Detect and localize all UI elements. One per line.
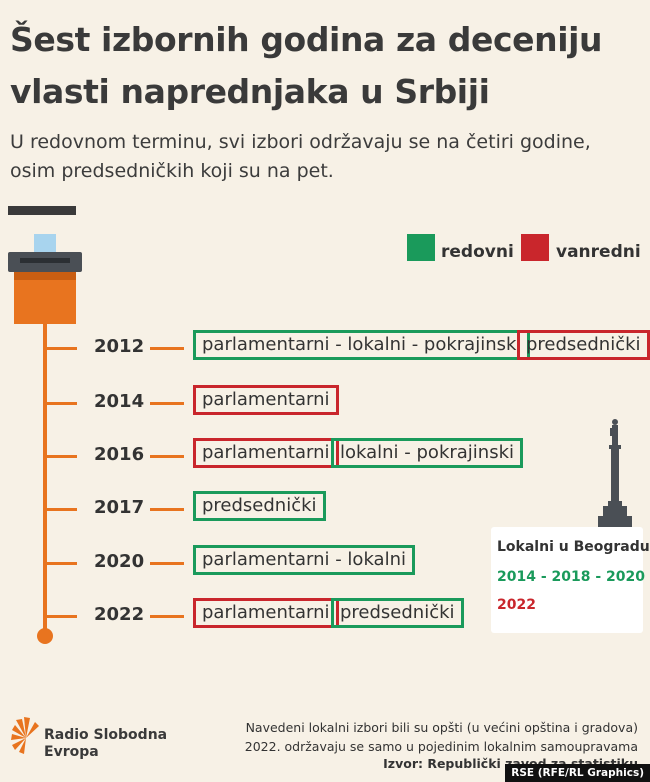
election-badge-early: predsednički [517,330,650,360]
year-label: 2022 [94,604,145,625]
election-badge-early: parlamentarni [193,598,339,628]
timeline-connector [150,508,184,511]
belgrade-local-card: Lokalni u Beogradu: 2014 - 2018 - 2020 2… [491,527,650,633]
page-title: Šest izbornih godina za deceniju vlasti … [10,20,603,111]
timeline-connector [150,455,184,458]
logo-line-1: Radio Slobodna [44,727,168,743]
election-badge-regular: predsednički [193,491,326,521]
timeline-connector [150,615,184,618]
timeline-tick [47,455,77,458]
year-label: 2012 [94,336,145,357]
ballot-body [14,272,76,324]
divider [8,206,76,215]
page-subtitle: U redovnom terminu, svi izbori održavaju… [10,131,591,182]
footnote: Navedeni lokalni izbori bili su opšti (u… [238,718,638,756]
logo-line-2: Evropa [44,744,99,760]
logo-text: Radio Slobodna Evropa [44,727,167,761]
year-label: 2020 [94,551,145,572]
year-label: 2017 [94,497,145,518]
monument-icon [598,419,632,530]
timeline-tick [47,347,77,350]
footnote-line-1: Navedeni lokalni izbori bili su opšti (u… [245,720,638,735]
election-badge-regular: parlamentarni - lokalni - pokrajinski [193,330,531,360]
rse-logo-icon [11,717,39,754]
legend-label-early: vanredni [556,242,641,262]
year-label: 2014 [94,391,145,412]
legend-swatch-early [521,234,549,261]
election-badge-early: parlamentarni [193,385,339,415]
legend-swatch-regular [407,234,435,261]
election-badge-early: parlamentarni [193,438,339,468]
election-badge-regular: lokalni - pokrajinski [331,438,524,468]
election-badge-regular: parlamentarni - lokalni [193,545,415,575]
timeline-connector [150,562,184,565]
credit-badge: RSE (RFE/RL Graphics) [505,764,650,782]
timeline-connector [150,402,184,405]
timeline-line [43,324,47,636]
legend-label-regular: redovni [441,242,514,262]
timeline-tick [47,508,77,511]
year-label: 2016 [94,444,145,465]
timeline-end-dot [37,628,53,644]
timeline-connector [150,347,184,350]
timeline-tick [47,402,77,405]
timeline-tick [47,562,77,565]
belgrade-regular-years: 2014 - 2018 - 2020 [497,569,646,585]
election-badge-regular: predsednički [331,598,464,628]
ballot-slot [20,258,70,263]
belgrade-early-years: 2022 [497,597,536,613]
footnote-line-2: 2022. održavaju se samo u pojedinim loka… [244,739,638,754]
timeline-tick [47,615,77,618]
belgrade-card-title: Lokalni u Beogradu: [497,539,650,555]
ballot-shade [14,272,76,280]
